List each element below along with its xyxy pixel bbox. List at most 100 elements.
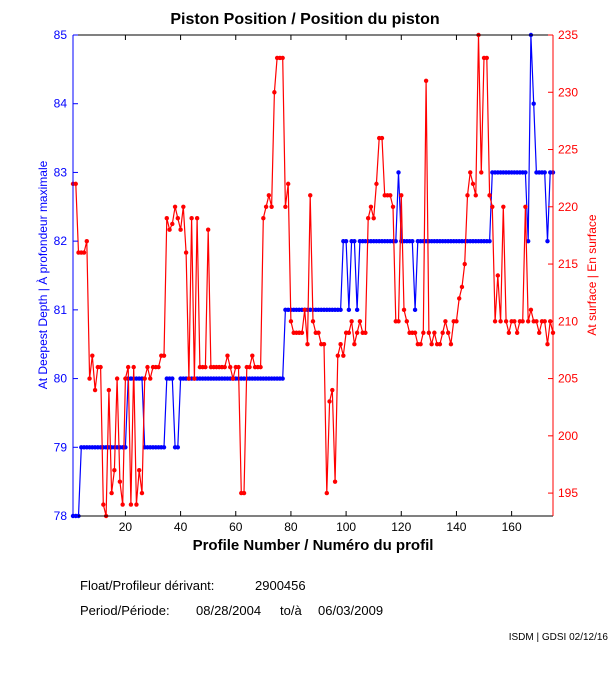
data-point-surface — [114, 376, 120, 381]
data-point-surface — [448, 342, 454, 347]
data-point-surface — [523, 204, 528, 209]
data-point-surface — [338, 342, 343, 347]
data-point-surface — [128, 502, 134, 507]
data-point-surface — [503, 319, 509, 324]
data-point-deepest — [170, 376, 175, 381]
data-point-surface — [534, 319, 539, 324]
data-point-surface — [396, 319, 401, 324]
data-point-surface — [178, 227, 183, 232]
period-start: 08/28/2004 — [196, 603, 261, 618]
data-point-surface — [537, 330, 542, 335]
data-point-surface — [429, 342, 434, 347]
data-point-surface — [109, 490, 114, 496]
data-point-surface — [401, 307, 407, 313]
y-axis-label-left: At Deepest Depth | À profondeur maximale — [35, 160, 50, 389]
data-point-surface — [479, 170, 484, 175]
x-tick-label: 80 — [284, 520, 298, 534]
data-point-surface — [371, 216, 376, 221]
data-point-deepest — [412, 307, 418, 313]
data-point-surface — [346, 330, 352, 335]
data-point-surface — [316, 330, 321, 335]
data-point-surface — [299, 330, 305, 335]
data-point-surface — [156, 364, 161, 370]
data-point-deepest — [354, 307, 360, 313]
data-point-surface — [473, 193, 478, 198]
data-point-surface — [106, 387, 112, 393]
data-point-surface — [164, 216, 169, 221]
float-id: 2900456 — [255, 578, 306, 593]
data-point-surface — [228, 364, 233, 370]
data-point-surface — [302, 307, 307, 313]
right-y-tick-label: 200 — [558, 429, 578, 443]
left-y-tick-label: 79 — [54, 440, 68, 454]
left-y-tick-label: 85 — [54, 28, 68, 42]
data-point-surface — [194, 216, 200, 221]
data-point-surface — [272, 90, 277, 95]
right-y-tick-label: 220 — [558, 200, 578, 214]
data-point-surface — [484, 55, 489, 61]
data-point-surface — [285, 181, 291, 187]
credit-text: ISDM | GDSI 02/12/16 — [509, 632, 609, 643]
data-point-surface — [495, 273, 501, 278]
data-point-surface — [390, 204, 396, 209]
data-point-surface — [399, 193, 404, 198]
right-y-tick-label: 235 — [558, 28, 578, 42]
data-point-surface — [363, 330, 368, 335]
data-point-deepest — [396, 170, 401, 175]
data-point-surface — [514, 330, 520, 335]
data-point-surface — [247, 364, 252, 370]
left-y-tick-label: 83 — [54, 165, 68, 179]
data-point-surface — [170, 221, 175, 227]
data-point-deepest — [487, 238, 492, 244]
data-point-surface — [87, 376, 92, 381]
data-point-surface — [470, 181, 476, 187]
x-axis-label: Profile Number / Numéro du profil — [193, 537, 434, 554]
data-point-surface — [349, 319, 354, 324]
data-point-surface — [125, 364, 131, 370]
data-point-surface — [468, 170, 473, 175]
data-point-surface — [183, 250, 189, 255]
data-point-surface — [145, 364, 150, 370]
data-point-surface — [321, 342, 327, 347]
data-point-surface — [426, 330, 432, 335]
data-point-surface — [374, 181, 379, 187]
data-point-surface — [432, 330, 437, 335]
left-y-tick-label: 84 — [54, 97, 68, 111]
data-point-surface — [388, 193, 393, 198]
x-tick-label: 40 — [174, 520, 188, 534]
data-point-surface — [498, 319, 503, 324]
data-point-surface — [137, 467, 142, 473]
data-point-deepest — [531, 101, 536, 106]
data-point-surface — [506, 330, 512, 335]
data-point-surface — [236, 364, 241, 370]
data-point-surface — [230, 376, 236, 381]
data-point-surface — [418, 342, 423, 347]
data-point-surface — [222, 364, 227, 370]
data-point-surface — [81, 250, 87, 255]
data-point-deepest — [161, 445, 167, 450]
data-point-surface — [134, 502, 139, 507]
data-point-surface — [101, 502, 106, 507]
data-point-surface — [354, 330, 360, 335]
data-point-surface — [123, 376, 128, 381]
data-point-surface — [203, 364, 208, 370]
data-point-surface — [310, 319, 316, 324]
data-point-surface — [131, 364, 136, 370]
data-point-surface — [332, 479, 338, 484]
data-point-surface — [148, 376, 153, 381]
data-point-surface — [379, 135, 385, 141]
data-point-surface — [437, 342, 443, 347]
data-point-surface — [545, 342, 550, 347]
data-point-surface — [404, 319, 409, 324]
data-point-surface — [341, 353, 346, 358]
x-tick-label: 140 — [446, 520, 466, 534]
data-point-surface — [288, 319, 294, 324]
data-point-surface — [73, 181, 78, 187]
data-point-deepest — [280, 376, 285, 381]
data-point-deepest — [346, 307, 352, 313]
data-point-deepest — [410, 238, 415, 244]
x-tick-label: 60 — [229, 520, 243, 534]
y-axis-label-right: At surface | En surface — [585, 214, 599, 335]
left-y-tick-label: 78 — [54, 509, 68, 523]
data-point-surface — [490, 204, 495, 209]
